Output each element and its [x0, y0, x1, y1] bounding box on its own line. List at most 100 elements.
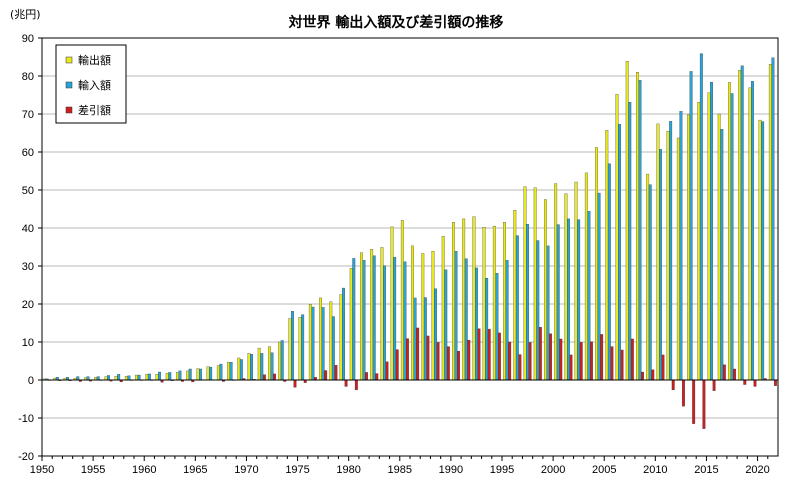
bar-balance — [712, 379, 716, 391]
bar-imports — [117, 374, 121, 381]
bar-imports — [188, 368, 192, 381]
bar-imports — [464, 258, 468, 381]
x-tick-label: 1955 — [81, 464, 105, 476]
x-tick-label: 1965 — [183, 464, 207, 476]
bar-balance — [467, 339, 471, 381]
bar-exports — [349, 268, 353, 381]
bar-balance — [641, 371, 644, 381]
bar-balance — [518, 354, 522, 381]
y-tick-label: 30 — [22, 261, 34, 273]
bar-balance — [753, 379, 757, 387]
bar-balance — [446, 346, 450, 381]
y-tick-label: 70 — [22, 109, 34, 121]
bar-imports — [96, 376, 100, 381]
bar-exports — [595, 147, 598, 381]
bar-exports — [636, 72, 639, 381]
bar-imports — [628, 102, 632, 381]
y-tick-label: 50 — [22, 185, 34, 197]
bar-imports — [403, 261, 407, 381]
bar-exports — [135, 374, 138, 381]
x-tick-label: 1990 — [439, 464, 463, 476]
bar-balance — [416, 327, 420, 381]
y-tick-label: 60 — [22, 147, 34, 159]
bar-imports — [505, 260, 509, 381]
legend-swatch — [65, 106, 73, 114]
bar-imports — [638, 80, 642, 381]
bar-exports — [748, 87, 752, 381]
bar-balance — [457, 350, 460, 381]
bar-balance — [569, 354, 573, 381]
x-tick-label: 1950 — [30, 464, 54, 476]
bar-imports — [280, 340, 284, 381]
bar-imports — [679, 111, 683, 381]
bar-exports — [176, 372, 179, 381]
bar-exports — [247, 353, 251, 381]
bar-exports — [768, 64, 772, 381]
bar-exports — [298, 317, 302, 381]
bar-exports — [145, 374, 149, 381]
y-tick-label: 10 — [22, 337, 34, 349]
y-tick-label: -20 — [18, 451, 34, 463]
bar-balance — [528, 342, 532, 381]
bar-balance — [498, 332, 501, 381]
bar-balance — [682, 379, 685, 407]
bar-imports — [648, 184, 652, 381]
bar-exports — [329, 301, 333, 381]
bar-exports — [533, 187, 537, 381]
bar-balance — [426, 335, 430, 381]
bar-imports — [168, 372, 172, 381]
bar-balance — [406, 338, 409, 381]
bar-balance — [354, 379, 358, 391]
bar-imports — [383, 265, 386, 381]
bar-imports — [740, 65, 744, 381]
bar-imports — [720, 129, 724, 381]
bar-imports — [699, 53, 703, 381]
bar-balance — [538, 327, 542, 381]
x-tick-labels: 1950 1955 1960 1965 1970 1975 1980 1985 1990 1995… — [30, 464, 770, 476]
axes — [38, 37, 779, 461]
bar-balance — [590, 341, 593, 381]
bar-exports — [605, 130, 609, 381]
bar-exports — [462, 218, 466, 381]
bar-balance — [262, 374, 266, 381]
bar-exports — [114, 376, 118, 381]
bar-balance — [722, 364, 726, 381]
bar-balance — [508, 341, 512, 381]
bar-exports — [441, 236, 445, 381]
x-tick-label: 1960 — [132, 464, 156, 476]
y-tick-label: 40 — [22, 223, 34, 235]
x-tick-label: 2015 — [694, 464, 718, 476]
bar-imports — [352, 258, 356, 381]
bar-imports — [86, 376, 90, 381]
bar-imports — [444, 269, 448, 381]
bar-exports — [339, 294, 343, 381]
bar-exports — [482, 227, 486, 381]
bar-imports — [689, 71, 693, 381]
x-tick-label: 1985 — [388, 464, 412, 476]
bar-exports — [278, 341, 282, 381]
y-tick-label: 90 — [22, 33, 34, 45]
bar-imports — [710, 81, 713, 381]
bar-imports — [587, 211, 591, 381]
bar-imports — [321, 307, 325, 381]
bar-imports — [607, 163, 611, 381]
bar-balance — [293, 379, 297, 388]
bar-exports — [216, 365, 220, 381]
bar-imports — [260, 353, 264, 381]
bar-imports — [556, 224, 560, 381]
bars — [43, 53, 777, 429]
bar-exports — [503, 222, 506, 381]
bar-exports — [380, 247, 384, 381]
bar-imports — [515, 235, 519, 381]
x-tick-label: 1995 — [490, 464, 514, 476]
bar-imports — [730, 93, 734, 381]
bar-imports — [659, 149, 662, 381]
bar-exports — [319, 297, 322, 381]
bar-exports — [513, 209, 517, 381]
y-axis-unit-label: (兆円) — [10, 8, 41, 21]
bar-balance — [702, 379, 706, 429]
legend-swatch — [65, 56, 73, 64]
bar-exports — [196, 368, 200, 381]
bar-balance — [436, 342, 440, 381]
bar-exports — [257, 347, 261, 381]
